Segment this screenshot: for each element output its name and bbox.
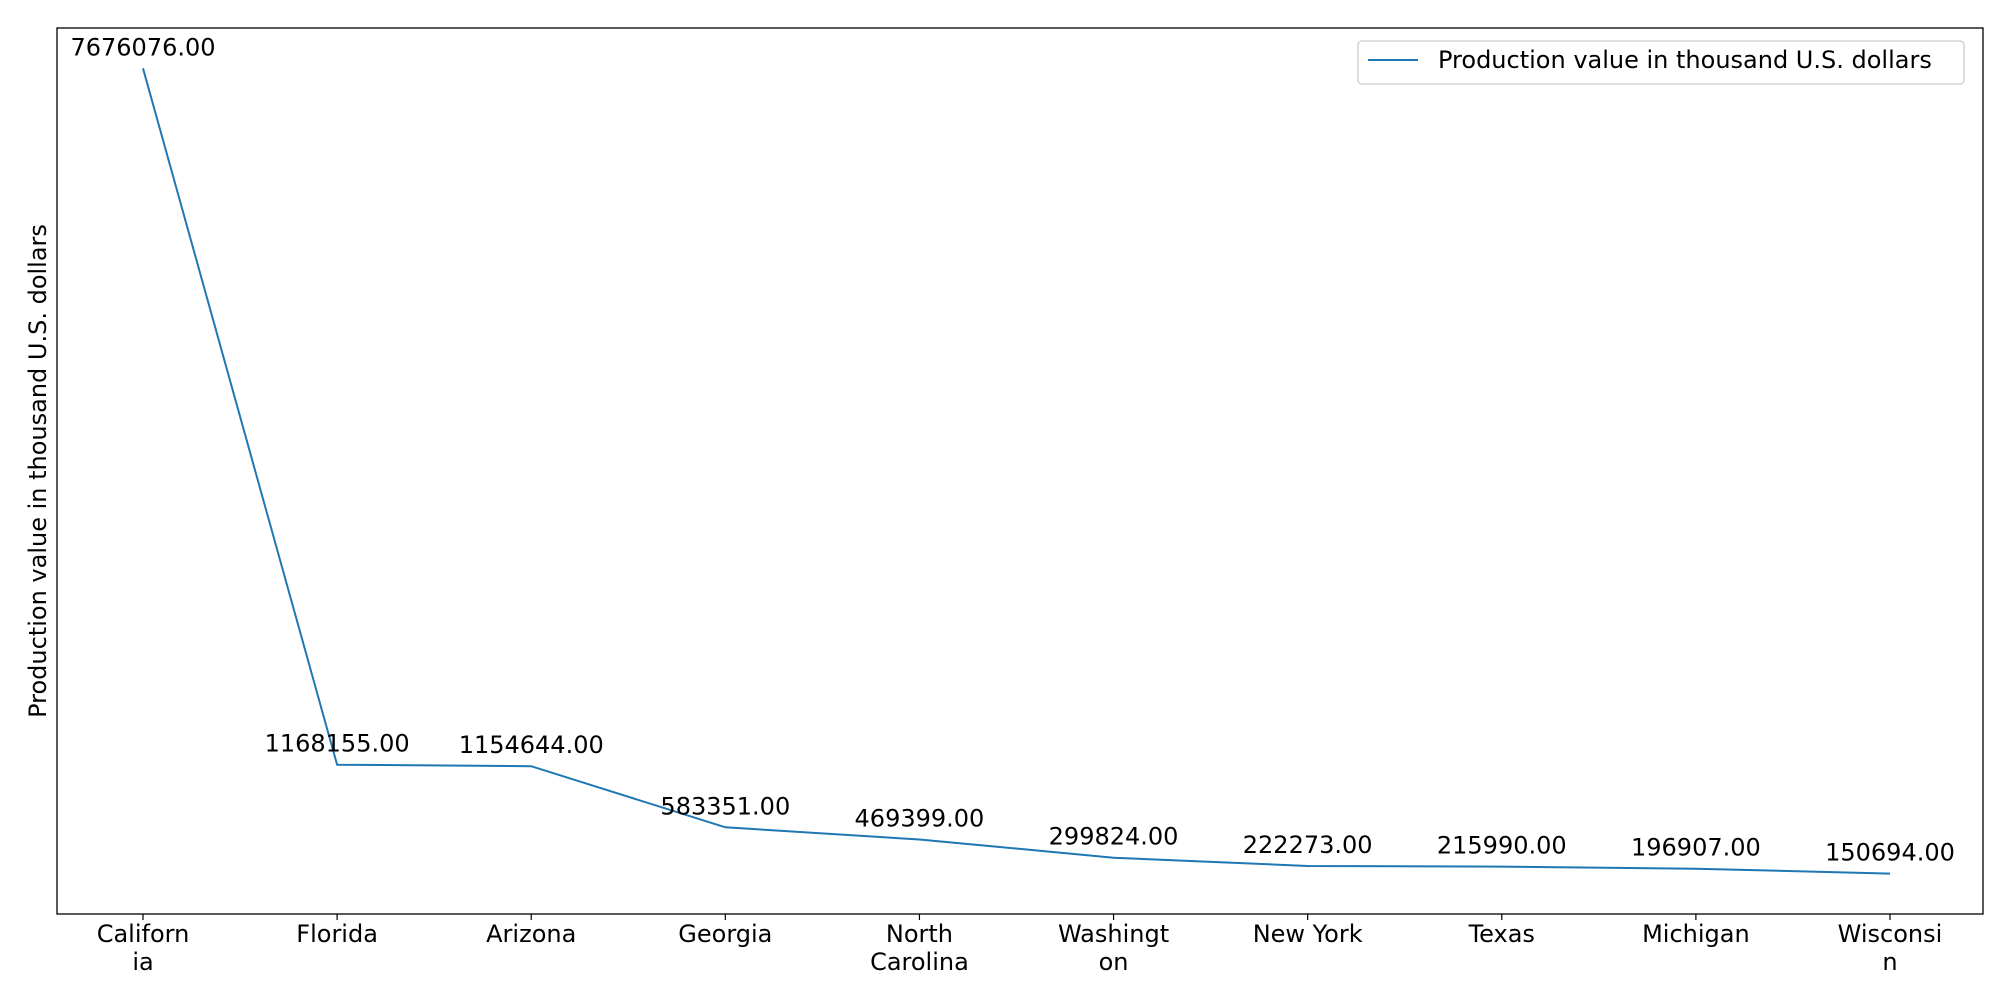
x-tick-label: Michigan [1642, 920, 1750, 948]
data-label: 150694.00 [1825, 839, 1955, 867]
legend: Production value in thousand U.S. dollar… [1357, 40, 1965, 85]
x-tick-label: Texas [1468, 920, 1535, 948]
data-label: 196907.00 [1631, 834, 1761, 862]
legend-label: Production value in thousand U.S. dollar… [1438, 46, 1932, 74]
data-label: 299824.00 [1049, 823, 1179, 851]
x-tick-label: Georgia [678, 920, 772, 948]
series-line [142, 68, 1891, 875]
x-tick-label: Californ ia [97, 920, 190, 976]
x-tick-label: New York [1253, 920, 1363, 948]
data-label: 7676076.00 [70, 33, 215, 61]
x-tick-label: Wisconsi n [1838, 920, 1943, 976]
legend-box [1357, 40, 1965, 85]
data-labels: 7676076.00 1168155.00 1154644.00 583351.00 4… [70, 33, 1954, 866]
x-tick-label: Florida [296, 920, 378, 948]
x-tick-label: Washingt on [1058, 920, 1169, 976]
x-tick-label: North Carolina [870, 920, 969, 976]
data-label: 215990.00 [1437, 832, 1567, 860]
y-axis-label: Production value in thousand U.S. dollar… [24, 224, 52, 718]
data-label: 469399.00 [855, 805, 985, 833]
x-axis-ticks: Californ ia Florida Arizona Georgia North Caro… [97, 914, 1943, 976]
data-label: 1154644.00 [459, 731, 604, 759]
x-tick-label: Arizona [486, 920, 576, 948]
data-label: 222273.00 [1243, 831, 1373, 859]
data-label: 1168155.00 [265, 730, 410, 758]
series-lines [142, 68, 1891, 875]
plot-area [56, 27, 1984, 915]
data-label: 583351.00 [660, 792, 790, 820]
